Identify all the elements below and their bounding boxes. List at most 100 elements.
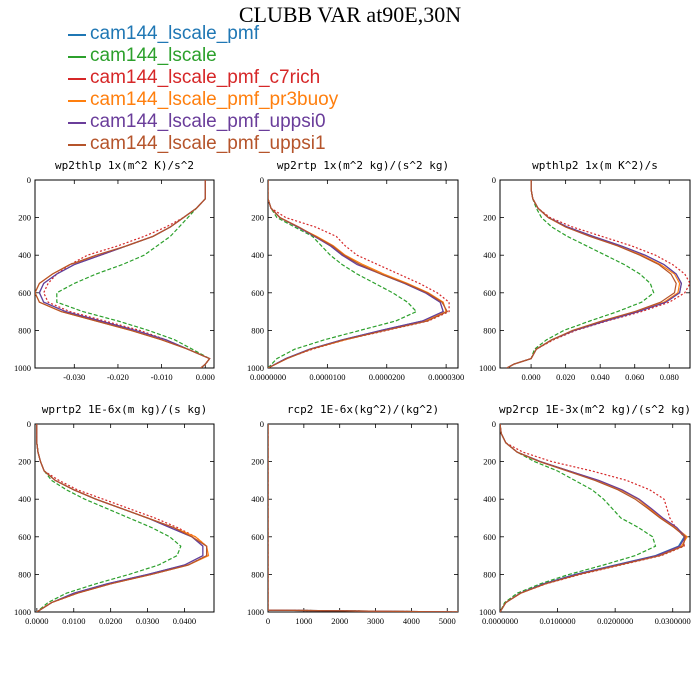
y-tick-label: 400 — [18, 494, 31, 504]
series-line — [268, 180, 418, 368]
panel-title: wp2rcp 1E-3x(m^2 kg)/(s^2 kg) — [499, 403, 691, 416]
legend-label: cam144_lscale_pmf_pr3buoy — [90, 89, 339, 110]
x-tick-label: 0.0000100 — [309, 372, 345, 382]
x-tick-label: 0.0000000 — [482, 616, 518, 626]
panel-title: wpthlp2 1x(m K^2)/s — [532, 159, 658, 172]
x-tick-label: 0.080 — [660, 372, 679, 382]
x-tick-label: 0.0000 — [25, 616, 48, 626]
y-tick-label: 600 — [18, 288, 31, 298]
y-tick-label: 1000 — [479, 363, 496, 373]
y-tick-label: 800 — [251, 569, 264, 579]
plot-frame — [34, 423, 215, 613]
legend-swatch — [68, 34, 86, 36]
legend-swatch — [68, 122, 86, 124]
x-tick-label: 0.0300 — [136, 616, 159, 626]
legend: cam144_lscale_pmf cam144_lscale cam144_l… — [0, 0, 700, 154]
plot-frame — [499, 423, 691, 613]
legend-label: cam144_lscale_pmf_uppsi0 — [90, 111, 326, 132]
x-tick-label: -0.020 — [107, 372, 129, 382]
x-tick-label: 0 — [266, 616, 270, 626]
series-line — [268, 424, 458, 612]
series-line — [506, 180, 677, 368]
y-tick-label: 1000 — [14, 607, 31, 617]
series-line — [36, 424, 204, 612]
x-tick-label: 0.060 — [625, 372, 644, 382]
y-tick-label: 1000 — [479, 607, 496, 617]
x-tick-label: -0.030 — [63, 372, 85, 382]
y-tick-label: 0 — [27, 419, 31, 429]
x-tick-label: 0.0000000 — [250, 372, 286, 382]
series-line — [500, 424, 657, 612]
y-tick-label: 400 — [483, 494, 496, 504]
series-line — [506, 180, 681, 368]
panel: wp2thlp 1x(m^2 K)/s^2 0 200 400 600 800 1000 -0… — [14, 159, 215, 382]
legend-label: cam144_lscale_pmf — [90, 23, 259, 44]
series-line — [268, 424, 458, 612]
x-tick-label: 5000 — [439, 616, 456, 626]
x-tick-label: 0.0300000 — [655, 616, 691, 626]
series-line — [36, 424, 208, 612]
y-tick-label: 800 — [251, 325, 264, 335]
plot-frame — [267, 179, 459, 369]
series-line — [268, 424, 458, 612]
y-tick-label: 200 — [251, 213, 264, 223]
series-line — [500, 424, 685, 612]
x-tick-label: 3000 — [367, 616, 384, 626]
legend-swatch — [68, 56, 86, 58]
y-tick-label: 1000 — [14, 363, 31, 373]
y-tick-label: 0 — [260, 419, 264, 429]
plot-frame — [34, 179, 215, 369]
x-tick-label: 0.040 — [591, 372, 610, 382]
series-line — [500, 424, 685, 612]
series-line — [38, 180, 211, 368]
series-line — [506, 180, 655, 368]
x-tick-label: -0.010 — [151, 372, 173, 382]
y-tick-label: 400 — [251, 494, 264, 504]
series-line — [43, 180, 211, 368]
y-tick-label: 600 — [251, 288, 264, 298]
x-tick-label: 0.0100 — [62, 616, 85, 626]
series-line — [500, 424, 687, 612]
series-line — [36, 424, 208, 612]
series-line — [506, 180, 683, 368]
panel-title: wprtp2 1E-6x(m kg)/(s kg) — [42, 403, 208, 416]
panel: wp2rcp 1E-3x(m^2 kg)/(s^2 kg)0 200 400 600 8… — [479, 403, 691, 626]
legend-swatch — [68, 100, 86, 102]
chart-main-title: CLUBB VAR at90E,30N — [238, 2, 462, 27]
y-tick-label: 800 — [483, 569, 496, 579]
panel: wpthlp2 1x(m K^2)/s 0 200 400 600 800 1000 0.00… — [479, 159, 691, 382]
y-tick-label: 800 — [18, 569, 31, 579]
series-line — [500, 424, 688, 612]
series-line — [268, 180, 450, 368]
y-tick-label: 200 — [18, 457, 31, 467]
series-line — [36, 424, 210, 612]
series-line — [38, 180, 211, 368]
y-tick-label: 400 — [251, 250, 264, 260]
y-tick-label: 0 — [492, 175, 496, 185]
y-tick-label: 400 — [483, 250, 496, 260]
panel-title: rcp2 1E-6x(kg^2)/(kg^2) — [287, 403, 439, 416]
legend-label: cam144_lscale_pmf_uppsi1 — [90, 133, 326, 154]
plot-frame — [267, 423, 459, 613]
y-tick-label: 200 — [483, 213, 496, 223]
x-tick-label: 0.0000300 — [428, 372, 464, 382]
y-tick-label: 400 — [18, 250, 31, 260]
x-tick-label: 1000 — [295, 616, 312, 626]
y-tick-label: 200 — [251, 457, 264, 467]
x-tick-label: 0.000 — [522, 372, 541, 382]
legend-swatch — [68, 78, 86, 80]
x-tick-label: 2000 — [331, 616, 348, 626]
x-tick-label: 0.0200 — [99, 616, 122, 626]
series-line — [268, 424, 458, 612]
y-tick-label: 200 — [483, 457, 496, 467]
series-line — [506, 180, 683, 368]
x-tick-label: 4000 — [403, 616, 420, 626]
y-tick-label: 600 — [483, 288, 496, 298]
plot-frame — [499, 179, 691, 369]
legend-label: cam144_lscale — [90, 45, 217, 66]
y-tick-label: 200 — [18, 213, 31, 223]
y-tick-label: 1000 — [247, 363, 264, 373]
x-tick-label: 0.020 — [556, 372, 575, 382]
panel: rcp2 1E-6x(kg^2)/(kg^2) 0 200 400 600 800 1000… — [247, 403, 459, 626]
